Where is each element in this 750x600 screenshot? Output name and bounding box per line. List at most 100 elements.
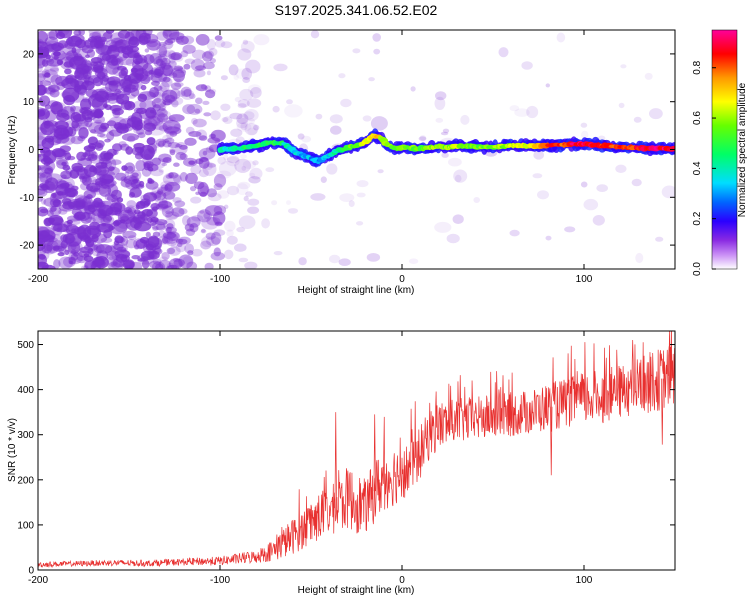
heatmap-cell	[204, 262, 214, 269]
colorbar-gradient	[711, 29, 738, 270]
heatmap-cell	[63, 126, 74, 137]
heatmap-cell	[113, 149, 119, 155]
heatmap-cell	[81, 45, 94, 54]
heatmap-cell	[194, 108, 201, 114]
heatmap-cell	[113, 240, 120, 246]
heatmap-cell	[162, 157, 172, 164]
heatmap-cell	[210, 129, 226, 142]
y-tick-label: 300	[17, 430, 34, 441]
heatmap-cell	[76, 84, 88, 96]
heatmap-cell	[112, 108, 117, 114]
heatmap-cell	[133, 142, 145, 150]
heatmap-cell	[131, 120, 144, 131]
heatmap-cell	[178, 236, 191, 245]
heatmap-cell	[108, 166, 115, 172]
heatmap-cell	[135, 30, 147, 42]
heatmap-cell	[75, 256, 88, 264]
heatmap-cell	[241, 67, 252, 80]
heatmap-cell	[91, 210, 107, 224]
heatmap-cell	[195, 84, 208, 92]
heatmap-cell	[287, 208, 299, 214]
heatmap-cell	[124, 162, 136, 174]
heatmap-cell	[158, 107, 166, 111]
heatmap-cell	[185, 228, 196, 236]
heatmap-cell	[226, 235, 238, 245]
y-tick-label: 20	[23, 49, 35, 60]
heatmap-cell	[184, 223, 195, 232]
heatmap-cell	[106, 194, 118, 203]
heatmap-cell	[66, 198, 85, 208]
heatmap-cell	[80, 212, 92, 224]
heatmap-cell	[100, 77, 109, 86]
heatmap-cell	[147, 249, 158, 261]
heatmap-cell	[166, 264, 180, 269]
snr-x-label: Height of straight line (km)	[298, 585, 415, 596]
heatmap-cell	[120, 215, 129, 222]
heatmap-cell	[145, 180, 159, 190]
y-tick-label: 0	[28, 566, 34, 577]
heatmap-cell	[119, 78, 132, 89]
heatmap-cell	[190, 58, 205, 72]
heatmap-cell	[213, 183, 223, 191]
heatmap-cell	[127, 115, 137, 122]
heatmap-cell	[38, 73, 46, 82]
heatmap-cell	[200, 240, 212, 250]
heatmap-cell	[533, 150, 545, 160]
heatmap-cell	[168, 72, 178, 78]
heatmap-cell	[159, 50, 172, 57]
heatmap-cell	[241, 165, 247, 171]
heatmap-cell	[85, 121, 93, 128]
heatmap-cell	[41, 147, 50, 153]
heatmap-cell	[143, 118, 158, 130]
heatmap-cell	[180, 50, 189, 58]
heatmap-cell	[38, 189, 46, 196]
heatmap-cell	[173, 65, 183, 71]
heatmap-cell	[272, 105, 280, 113]
heatmap-cell	[203, 112, 212, 117]
heatmap-cell	[92, 61, 105, 71]
heatmap-cell	[145, 231, 151, 238]
y-tick-label: 500	[17, 340, 34, 351]
heatmap-cell	[51, 42, 64, 52]
heatmap-cell	[44, 120, 59, 127]
heatmap-cell	[83, 265, 89, 269]
heatmap-cell	[197, 182, 209, 197]
heatmap-cell	[183, 88, 192, 97]
heatmap-cell	[184, 58, 196, 65]
heatmap-cell	[57, 252, 65, 257]
heatmap-cell	[38, 196, 43, 202]
heatmap-cell	[38, 132, 46, 140]
heatmap-cell	[161, 89, 178, 103]
heatmap-cell	[114, 236, 126, 244]
heatmap-cell	[435, 91, 447, 101]
heatmap-cell	[243, 111, 255, 120]
heatmap-cell	[209, 58, 216, 64]
heatmap-cell	[64, 68, 72, 75]
heatmap-cell	[244, 261, 258, 269]
heatmap-cell	[70, 112, 82, 123]
heatmap-cell	[155, 58, 164, 66]
heatmap-cell	[208, 47, 218, 57]
heatmap-cell	[498, 47, 509, 58]
heatmap-cell	[131, 30, 144, 39]
heatmap-cell	[176, 238, 184, 243]
heatmap-cell	[326, 163, 338, 175]
heatmap-cell	[174, 142, 188, 155]
heatmap-cell	[128, 235, 137, 241]
heatmap-cell	[95, 244, 113, 254]
heatmap-cell	[54, 245, 63, 252]
heatmap-cell	[135, 160, 146, 172]
heatmap-x-ticks: -200 -100 0 100	[28, 30, 593, 285]
heatmap-cell	[243, 195, 249, 202]
heatmap-cell	[247, 127, 258, 136]
heatmap-cell	[151, 80, 160, 86]
heatmap-cell	[46, 161, 56, 172]
heatmap-cell	[82, 65, 93, 72]
heatmap-cell	[101, 160, 112, 169]
heatmap-cell	[452, 214, 464, 224]
heatmap-cell	[168, 172, 174, 179]
heatmap-cell	[91, 259, 106, 268]
heatmap-cell	[116, 56, 135, 66]
heatmap-cell	[152, 231, 161, 238]
heatmap-cell	[120, 236, 129, 246]
